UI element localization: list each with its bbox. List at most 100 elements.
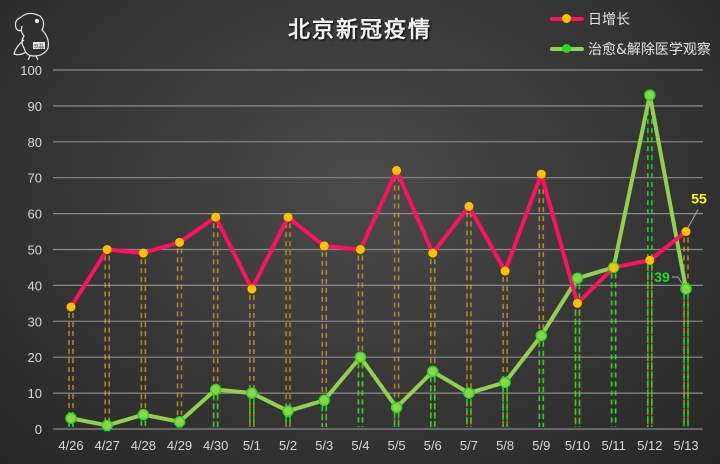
daily-marker[interactable] — [102, 245, 112, 254]
y-tick-label: 10 — [28, 386, 42, 401]
daily-marker[interactable] — [355, 245, 365, 254]
recovered-marker[interactable] — [282, 405, 294, 417]
drop-line — [249, 294, 255, 427]
logo-badge-text: 玖磊 — [34, 43, 44, 50]
daily-marker[interactable] — [536, 169, 546, 179]
drop-line — [429, 377, 436, 427]
drop-line — [610, 273, 617, 427]
daily-marker[interactable] — [247, 284, 257, 294]
drop-line — [502, 277, 508, 427]
daily-marker[interactable] — [175, 237, 185, 247]
x-tick-label: 5/9 — [532, 438, 550, 453]
x-tick-label: 4/30 — [203, 438, 228, 453]
legend-swatch-recovered — [550, 42, 584, 56]
y-tick-label: 0 — [35, 422, 42, 437]
x-tick-label: 5/10 — [565, 438, 590, 453]
drop-line — [502, 388, 508, 427]
y-tick-label: 60 — [28, 207, 42, 222]
recovered-marker[interactable] — [571, 272, 584, 284]
drop-line — [140, 420, 147, 427]
recovered-marker[interactable] — [318, 394, 330, 407]
daily-marker[interactable] — [681, 227, 691, 237]
drop-line — [683, 294, 689, 427]
parrot-logo: 玖磊 — [6, 8, 54, 64]
daily-marker[interactable] — [572, 298, 582, 308]
daily-marker[interactable] — [211, 212, 221, 222]
x-tick-label: 5/1 — [243, 438, 261, 453]
legend-label-daily: 日增长 — [588, 12, 630, 28]
recovered-marker[interactable] — [644, 89, 656, 101]
x-tick-label: 4/27 — [95, 438, 120, 453]
drop-line — [285, 223, 291, 427]
recovered-marker[interactable] — [499, 376, 511, 389]
drop-line — [393, 413, 400, 427]
daily-marker[interactable] — [66, 302, 76, 312]
daily-marker[interactable] — [428, 248, 438, 258]
x-tick-label: 5/7 — [460, 438, 478, 453]
drop-line — [176, 248, 183, 427]
y-tick-label: 20 — [28, 350, 42, 365]
y-tick-label: 70 — [28, 171, 42, 186]
drop-line — [140, 259, 147, 427]
drop-line — [285, 417, 291, 427]
recovered-marker[interactable] — [65, 412, 77, 424]
drop-line — [574, 284, 581, 427]
x-tick-label: 4/26 — [58, 438, 83, 453]
daily-marker[interactable] — [283, 212, 293, 222]
x-tick-label: 5/11 — [601, 438, 625, 453]
recovered-marker[interactable] — [463, 387, 475, 399]
legend-swatch-daily — [550, 12, 584, 26]
x-tick-label: 4/29 — [167, 438, 192, 453]
drop-line — [321, 406, 328, 427]
y-tick-label: 100 — [20, 63, 42, 78]
y-tick-label: 80 — [28, 135, 42, 150]
recovered-marker[interactable] — [246, 387, 258, 399]
y-tick-label: 30 — [28, 314, 42, 329]
drop-line — [68, 424, 74, 427]
drop-line — [249, 399, 255, 427]
drop-line — [538, 341, 545, 427]
daily-marker[interactable] — [464, 201, 474, 211]
recovered-line — [70, 93, 688, 428]
daily-marker[interactable] — [319, 241, 329, 251]
recovered-marker[interactable] — [680, 283, 692, 295]
drop-line — [68, 312, 74, 427]
recovered-marker[interactable] — [209, 383, 222, 396]
y-tick-label: 40 — [28, 278, 42, 293]
recovered-marker[interactable] — [390, 401, 403, 414]
x-tick-label: 5/5 — [388, 438, 406, 453]
legend: 日增长 治愈&解除医学观察 — [550, 6, 711, 66]
drop-line — [212, 223, 219, 427]
recovered-marker[interactable] — [535, 329, 548, 342]
x-tick-label: 5/13 — [673, 438, 698, 453]
x-tick-label: 5/2 — [279, 438, 297, 453]
drop-line — [466, 399, 472, 427]
annotation-leader — [672, 276, 684, 286]
annotation-leader — [687, 209, 699, 228]
recovered-marker[interactable] — [137, 408, 150, 421]
daily-line — [69, 168, 688, 309]
daily-marker[interactable] — [392, 166, 402, 176]
legend-item-recovered[interactable]: 治愈&解除医学观察 — [550, 36, 711, 62]
drop-line — [357, 363, 364, 427]
daily-marker[interactable] — [645, 255, 655, 265]
annotation-recovered-label: 39 — [654, 269, 670, 285]
parrot-logo-icon: 玖磊 — [13, 12, 49, 61]
drop-line — [104, 255, 110, 427]
daily-marker[interactable] — [609, 262, 619, 272]
legend-label-recovered: 治愈&解除医学观察 — [588, 42, 711, 58]
legend-item-daily[interactable]: 日增长 — [550, 6, 711, 32]
x-tick-label: 5/8 — [496, 438, 514, 453]
chart-title: 北京新冠疫情 — [287, 18, 432, 43]
recovered-marker[interactable] — [354, 351, 367, 363]
daily-marker[interactable] — [138, 248, 148, 258]
x-tick-label: 5/12 — [637, 438, 662, 453]
x-tick-label: 5/3 — [315, 438, 333, 453]
drop-line — [429, 259, 436, 427]
daily-marker[interactable] — [500, 266, 510, 276]
drop-line — [393, 176, 400, 427]
recovered-marker[interactable] — [173, 416, 186, 428]
recovered-marker[interactable] — [101, 419, 113, 432]
recovered-marker[interactable] — [427, 365, 439, 378]
